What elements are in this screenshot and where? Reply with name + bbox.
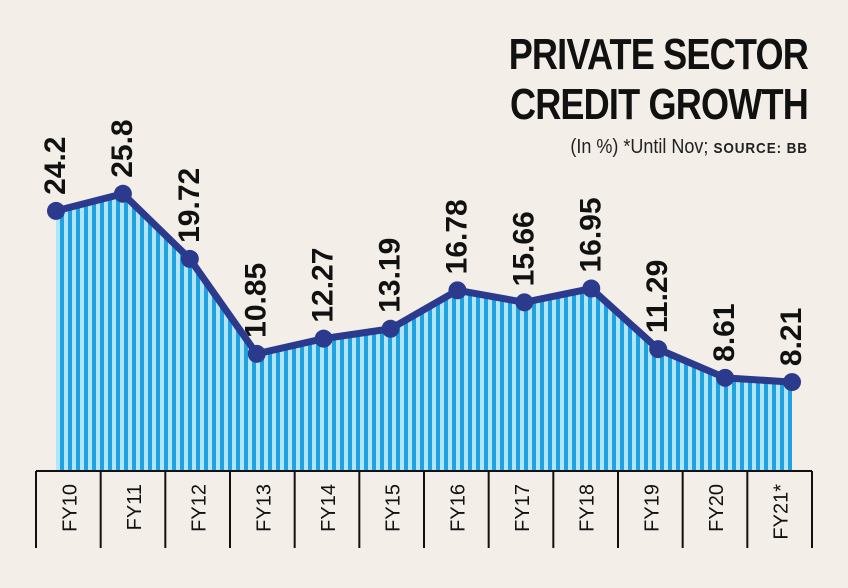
chart-title-line-1: PRIVATE SECTOR (508, 30, 809, 79)
data-point (582, 279, 601, 298)
data-label: 19.72 (173, 168, 206, 243)
data-point (113, 184, 132, 203)
chart-subtitle: (In %) *Until Nov; SOURCE: BB (480, 136, 808, 159)
data-point (314, 329, 333, 348)
chart-title-block: PRIVATE SECTOR CREDIT GROWTH (In %) *Unt… (443, 30, 809, 159)
x-tick-label: FY15 (383, 484, 405, 532)
data-point (448, 281, 467, 300)
data-point (180, 249, 199, 268)
data-label: 8.21 (775, 308, 808, 366)
data-label: 13.19 (374, 238, 407, 313)
data-point (515, 293, 534, 312)
x-tick-label: FY21* (771, 484, 793, 540)
data-point (649, 340, 668, 359)
x-tick-label: FY19 (641, 484, 663, 532)
x-tick-label: FY17 (512, 484, 534, 532)
chart-subtitle-text: (In %) *Until Nov; (570, 136, 709, 158)
data-label: 8.61 (708, 303, 741, 361)
x-tick-label: FY16 (447, 484, 469, 532)
x-tick-label: FY13 (253, 484, 275, 532)
data-point (47, 201, 65, 220)
x-tick-label: FY11 (124, 484, 146, 530)
series-line (52, 190, 796, 386)
data-label: 25.8 (106, 119, 139, 177)
data-point (783, 373, 801, 392)
data-point (247, 344, 266, 363)
x-tick-label: FY14 (318, 484, 340, 532)
area-fill (56, 193, 792, 470)
data-label: 11.29 (641, 260, 674, 333)
data-label: 10.85 (240, 263, 273, 338)
x-tick-label: FY10 (59, 484, 81, 532)
chart-source: SOURCE: BB (713, 140, 808, 157)
data-label: 16.95 (574, 197, 607, 272)
data-label: 15.66 (507, 211, 540, 286)
data-label: 24.2 (39, 137, 72, 195)
chart-title-line-2: CREDIT GROWTH (510, 80, 809, 129)
x-tick-label: FY20 (706, 484, 728, 532)
x-tick-label: FY12 (189, 484, 211, 532)
data-label: 12.27 (307, 248, 340, 323)
data-label: 16.78 (440, 199, 473, 274)
data-point (716, 368, 735, 387)
data-point (381, 319, 400, 338)
x-tick-label: FY18 (577, 484, 599, 532)
